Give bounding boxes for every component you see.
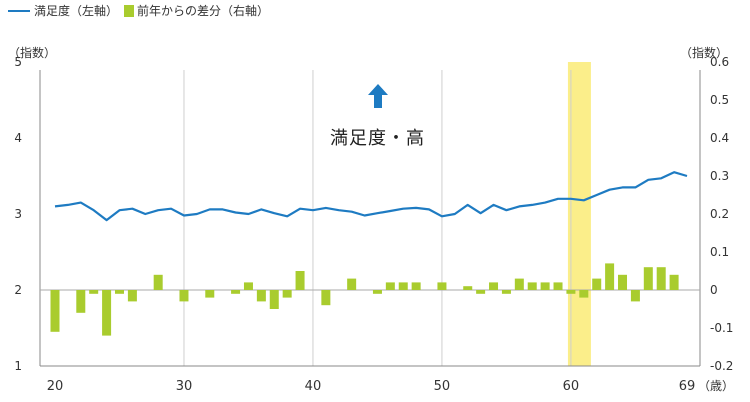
diff-bar [656, 267, 666, 290]
diff-bar [398, 282, 408, 290]
diff-bar [514, 278, 524, 290]
diff-bar [411, 282, 421, 290]
left-tick-label: 2 [14, 283, 22, 297]
x-tick-label: 60 [563, 379, 580, 394]
legend-line-swatch [8, 9, 30, 12]
diff-bar [553, 282, 563, 290]
x-axis-unit: （歳） [698, 379, 734, 393]
diff-bar [205, 290, 215, 298]
annotation-text: 満足度・高 [330, 128, 425, 149]
diff-bar [669, 274, 679, 290]
diff-bar [540, 282, 550, 290]
diff-bar [269, 290, 279, 309]
right-tick-label: 0.1 [710, 245, 729, 259]
x-tick-label: 20 [47, 379, 64, 394]
right-tick-label: 0.3 [710, 169, 729, 183]
diff-bar [592, 278, 602, 290]
left-tick-label: 1 [14, 359, 22, 373]
diff-bar [347, 278, 357, 290]
diff-bar [179, 290, 189, 302]
diff-bar [89, 290, 99, 294]
diff-bar [114, 290, 124, 294]
diff-bar [476, 290, 486, 294]
satisfaction-line [54, 171, 688, 222]
right-tick-label: 0.2 [710, 207, 729, 221]
x-tick-label: 40 [305, 379, 322, 394]
right-tick-label: -0.2 [710, 359, 733, 373]
diff-bar [102, 290, 112, 336]
diff-bar [295, 271, 305, 290]
legend-bar-label: 前年からの差分（右軸） [137, 4, 270, 18]
legend-bar-swatch [124, 4, 135, 17]
diff-bar [489, 282, 499, 290]
diff-bar [50, 290, 60, 332]
chart-legend: 満足度（左軸） 前年からの差分（右軸） [8, 2, 269, 19]
diff-bar [76, 290, 86, 313]
right-tick-label: 0.5 [710, 93, 729, 107]
diff-bar [566, 290, 576, 294]
diff-bar [256, 290, 266, 302]
diff-bar [437, 282, 447, 290]
x-tick-label: 69 [679, 379, 696, 394]
right-tick-label: -0.1 [710, 321, 733, 335]
right-tick-label: 0 [710, 283, 718, 297]
right-tick-label: 0.6 [710, 55, 729, 69]
diff-bar [282, 290, 292, 298]
diff-bar [321, 290, 331, 306]
diff-bar [153, 274, 163, 290]
diff-bar [643, 267, 653, 290]
diff-bar [501, 290, 511, 294]
right-axis-unit: （指数） [680, 46, 729, 60]
diff-bar [463, 286, 473, 290]
left-tick-label: 4 [14, 131, 22, 145]
diff-bar [372, 290, 382, 294]
diff-bar [127, 290, 137, 302]
diff-bar [579, 290, 589, 298]
x-tick-label: 50 [434, 379, 451, 394]
diff-bar [618, 274, 628, 290]
x-tick-label: 30 [176, 379, 193, 394]
diff-bar [630, 290, 640, 302]
left-tick-label: 5 [14, 55, 22, 69]
diff-bar [243, 282, 253, 290]
diff-bar [527, 282, 537, 290]
diff-bar [385, 282, 395, 290]
diff-bar [605, 263, 615, 290]
diff-bar [231, 290, 241, 294]
legend-line-label: 満足度（左軸） [34, 4, 119, 18]
left-axis-unit: （指数） [8, 46, 57, 60]
left-tick-label: 3 [14, 207, 22, 221]
right-tick-label: 0.4 [710, 131, 729, 145]
up-arrow-icon [368, 84, 388, 112]
